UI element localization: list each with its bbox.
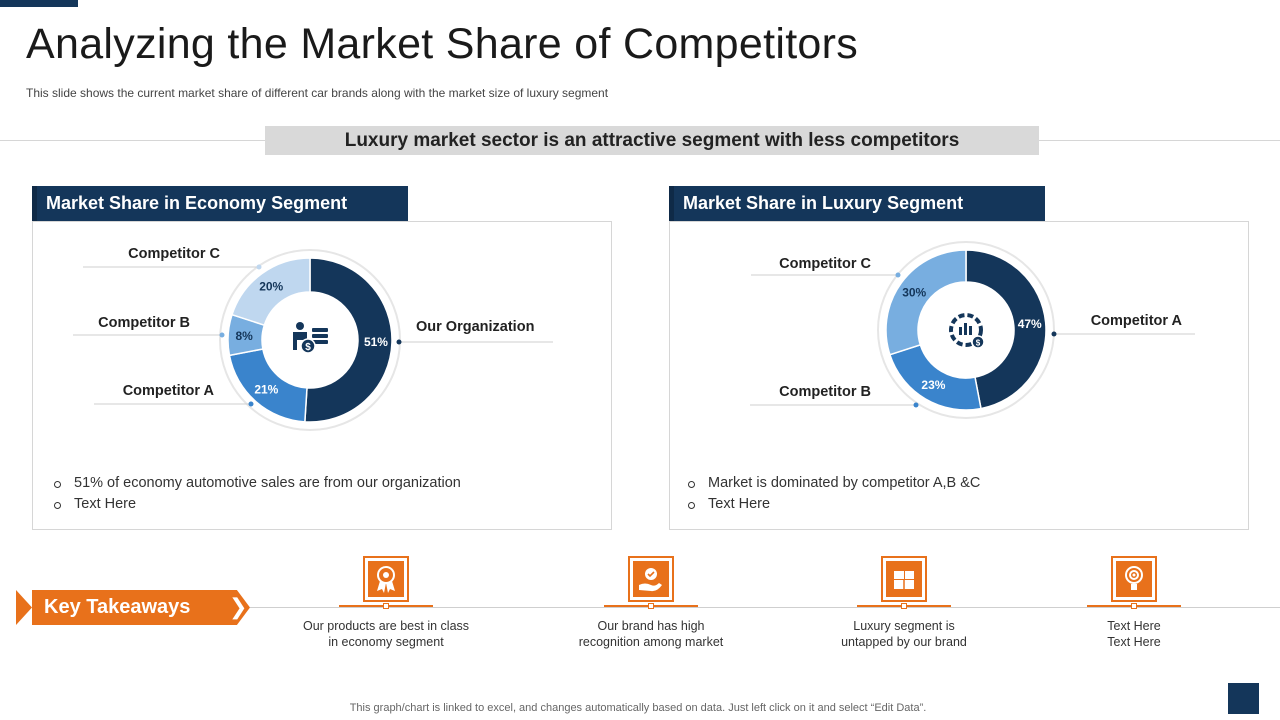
slide-subtitle: This slide shows the current market shar… bbox=[26, 86, 609, 100]
luxury-heading: Market Share in Luxury Segment bbox=[669, 186, 1045, 221]
gift-boxes-icon bbox=[881, 556, 927, 602]
takeaways-arrow bbox=[16, 590, 32, 625]
list-item: Text Here bbox=[686, 494, 980, 515]
hand-badge-icon bbox=[628, 556, 674, 602]
footnote: This graph/chart is linked to excel, and… bbox=[349, 702, 927, 714]
top-accent-bar bbox=[0, 0, 78, 7]
list-item: Text Here bbox=[52, 494, 461, 515]
takeaway-text: Luxury segment is untapped by our brand bbox=[841, 619, 967, 649]
list-item: Market is dominated by competitor A,B &C bbox=[686, 473, 980, 494]
takeaway-text: Text Here Text Here bbox=[1107, 619, 1161, 649]
slide-title: Analyzing the Market Share of Competitor… bbox=[26, 20, 859, 68]
takeaways-line bbox=[250, 607, 1280, 608]
list-item: 51% of economy automotive sales are from… bbox=[52, 473, 461, 494]
economy-bullets: 51% of economy automotive sales are from… bbox=[52, 473, 461, 515]
economy-heading: Market Share in Economy Segment bbox=[32, 186, 408, 221]
chevron-right-icon: ❯ bbox=[229, 594, 248, 619]
award-ribbon-icon bbox=[363, 556, 409, 602]
headline-banner: Luxury market sector is an attractive se… bbox=[265, 126, 1039, 155]
takeaway-text: Our brand has high recognition among mark… bbox=[578, 619, 724, 649]
key-takeaways-label: Key Takeaways bbox=[32, 590, 250, 625]
takeaway-text: Our products are best in class in economy… bbox=[302, 619, 470, 649]
target-lightbulb-icon bbox=[1111, 556, 1157, 602]
corner-box bbox=[1228, 683, 1259, 714]
luxury-bullets: Market is dominated by competitor A,B &C… bbox=[686, 473, 980, 515]
